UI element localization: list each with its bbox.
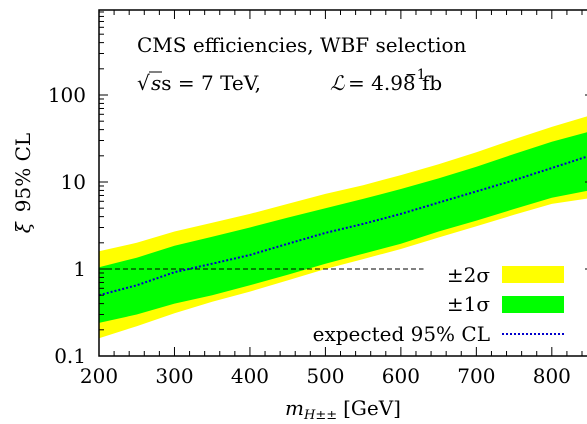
y-axis-label-sym: ξ — [11, 221, 35, 233]
annotation-lumi-sym: ℒ — [330, 71, 345, 95]
band-1sigma — [99, 132, 587, 323]
x-tick-label: 300 — [155, 364, 193, 388]
annotation-energy: ss = 7 TeV, — [151, 71, 261, 95]
x-tick-label: 700 — [457, 364, 495, 388]
y-axis-label-text: 95% CL — [11, 133, 35, 212]
legend-swatch-2sigma — [502, 266, 564, 283]
x-tick-label: 800 — [533, 364, 571, 388]
x-axis-label-sub: H±± — [303, 408, 337, 423]
annotation-lumi-exp: −1 — [405, 67, 426, 83]
y-axis-label: ξ 95% CL — [11, 133, 35, 233]
y-tick-label: 0.1 — [54, 344, 86, 368]
annotation-sqrt: √ — [137, 71, 150, 95]
x-tick-label: 500 — [306, 364, 344, 388]
legend-label-expected: expected 95% CL — [313, 322, 490, 346]
legend-swatch-1sigma — [502, 296, 564, 313]
x-axis-label-unit: [GeV] — [343, 396, 401, 420]
y-tick-label: 1 — [73, 257, 86, 281]
x-axis-label: mH±± [GeV] — [285, 396, 401, 423]
x-axis-label-main: m — [285, 396, 304, 420]
energy-text: s = 7 TeV, — [161, 71, 261, 95]
legend-label-2sigma: ±2σ — [447, 263, 490, 287]
y-tick-label: 100 — [48, 83, 86, 107]
x-tick-label: 600 — [382, 364, 420, 388]
expected-limit-line — [99, 155, 587, 297]
x-tick-label: 400 — [231, 364, 269, 388]
annotation-line1: CMS efficiencies, WBF selection — [137, 33, 467, 57]
annotation-lumi-val: = 4.98 fb — [348, 71, 442, 95]
legend: ±2σ ±1σ expected 95% CL — [313, 263, 564, 346]
x-tick-label: 200 — [80, 364, 118, 388]
legend-label-1sigma: ±1σ — [447, 292, 490, 316]
y-tick-label: 10 — [61, 170, 86, 194]
plot-frame — [98, 9, 587, 357]
